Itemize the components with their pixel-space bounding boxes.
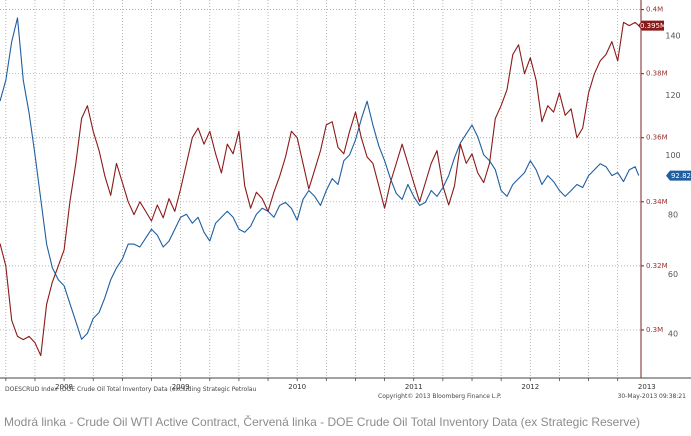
chart-footer: DOESCRUD Index (DOE Crude Oil Total Inve… — [5, 386, 686, 400]
inventory-series-line — [0, 21, 640, 357]
wti-tick-label: 80 — [668, 210, 678, 219]
inventory-tick-label: 0.32M — [646, 262, 668, 270]
x-tick-label: 2008 — [55, 383, 73, 391]
x-tick-label: 2012 — [521, 383, 539, 391]
inventory-tick-label: 0.3M — [646, 326, 663, 334]
wti-tick-label: 40 — [668, 329, 678, 338]
wti-series-line — [0, 17, 640, 340]
inventory-tick-label: 0.4M — [646, 6, 663, 14]
wti-tick-label: 140 — [665, 32, 680, 41]
axes: 0.3M 0.32M 0.34M 0.36M 0.38M 0.4M 40 60 80 100 120… — [0, 0, 691, 391]
inventory-tick-label: 0.36M — [646, 134, 668, 142]
footer-copyright: Copyright© 2013 Bloomberg Finance L.P. — [378, 393, 502, 400]
wti-tick-label: 120 — [665, 91, 680, 100]
x-tick-label: 2010 — [288, 383, 306, 391]
wti-tick-label: 60 — [668, 270, 678, 279]
x-tick-label: 2011 — [405, 383, 423, 391]
last-value-box — [638, 20, 664, 31]
last-value-label: 92.82 — [671, 172, 691, 180]
wti-last-value-tag: 92.82 — [666, 170, 691, 181]
series-lines — [0, 17, 640, 357]
last-value-box — [666, 170, 691, 181]
chart-caption: Modrá linka - Crude Oil WTI Active Contr… — [4, 415, 641, 429]
inventory-tick-label: 0.38M — [646, 70, 668, 78]
footer-index-description: DOESCRUD Index (DOE Crude Oil Total Inve… — [5, 386, 257, 393]
footer-timestamp: 30-May-2013 09:38:21 — [618, 393, 687, 400]
inventory-last-value-tag: 0.395M — [638, 20, 666, 31]
inventory-tick-label: 0.34M — [646, 198, 668, 206]
last-value-label: 0.395M — [640, 22, 666, 30]
wti-tick-label: 100 — [665, 151, 680, 160]
x-tick-label: 2013 — [638, 383, 656, 391]
x-tick-label: 2009 — [172, 383, 190, 391]
